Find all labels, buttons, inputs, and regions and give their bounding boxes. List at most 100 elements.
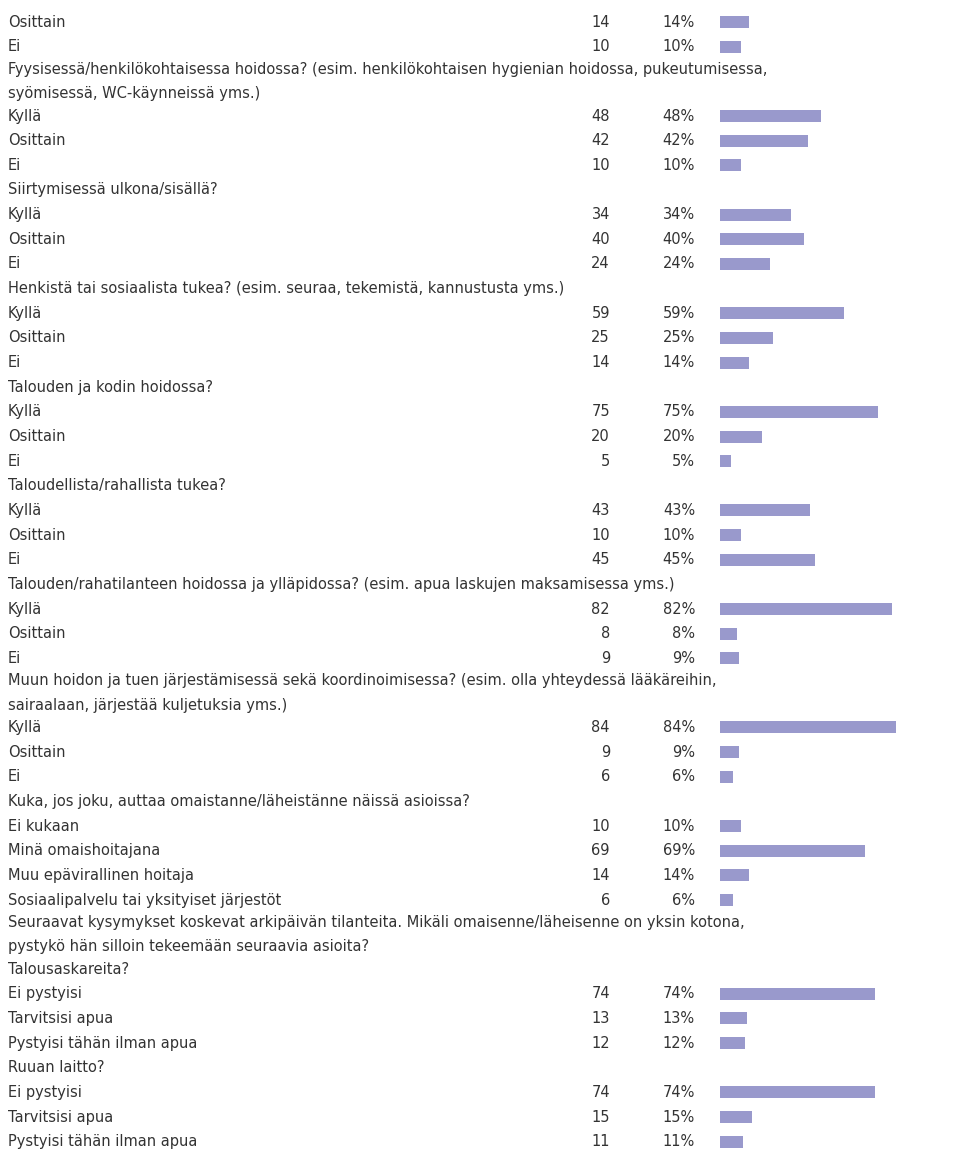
Bar [720, 307, 844, 319]
Text: Osittain: Osittain [8, 745, 65, 760]
Text: Kyllä: Kyllä [8, 404, 42, 419]
Text: 14%: 14% [662, 868, 695, 883]
Text: 6%: 6% [672, 769, 695, 785]
Text: Ei: Ei [8, 355, 21, 370]
Bar [720, 627, 737, 640]
Text: 9%: 9% [672, 745, 695, 760]
Text: Kyllä: Kyllä [8, 602, 42, 617]
Text: 11%: 11% [662, 1134, 695, 1149]
Text: 9: 9 [601, 745, 610, 760]
Text: Ei: Ei [8, 40, 21, 55]
Text: 20: 20 [591, 430, 610, 443]
Text: 15: 15 [591, 1109, 610, 1124]
Text: 9: 9 [601, 651, 610, 666]
Text: 10: 10 [591, 527, 610, 542]
Text: Ei: Ei [8, 651, 21, 666]
Text: 42%: 42% [662, 133, 695, 148]
Text: 10: 10 [591, 818, 610, 833]
Text: 45%: 45% [662, 552, 695, 567]
Text: 9%: 9% [672, 651, 695, 666]
Text: Osittain: Osittain [8, 331, 65, 346]
Text: 40%: 40% [662, 232, 695, 247]
Text: 25: 25 [591, 331, 610, 346]
Text: 15%: 15% [662, 1109, 695, 1124]
Text: 14%: 14% [662, 355, 695, 370]
Bar [720, 16, 750, 28]
Text: Kyllä: Kyllä [8, 721, 42, 734]
Bar [720, 894, 732, 906]
Text: Talouden ja kodin hoidossa?: Talouden ja kodin hoidossa? [8, 379, 213, 395]
Bar [720, 870, 750, 881]
Text: Osittain: Osittain [8, 232, 65, 247]
Text: Henkistä tai sosiaalista tukea? (esim. seuraa, tekemistä, kannustusta yms.): Henkistä tai sosiaalista tukea? (esim. s… [8, 281, 564, 296]
Bar [720, 455, 731, 467]
Bar [720, 332, 773, 343]
Text: sairaalaan, järjestää kuljetuksia yms.): sairaalaan, järjestää kuljetuksia yms.) [8, 698, 287, 712]
Text: Taloudellista/rahallista tukea?: Taloudellista/rahallista tukea? [8, 478, 226, 494]
Bar [720, 821, 741, 832]
Text: Tarvitsisi apua: Tarvitsisi apua [8, 1010, 113, 1025]
Text: Ei kukaan: Ei kukaan [8, 818, 79, 833]
Bar [720, 406, 877, 418]
Text: 45: 45 [591, 552, 610, 567]
Text: 11: 11 [591, 1134, 610, 1149]
Bar [720, 1136, 743, 1148]
Text: Talousaskareita?: Talousaskareita? [8, 961, 130, 977]
Bar [720, 258, 770, 270]
Text: 40: 40 [591, 232, 610, 247]
Text: Ei pystyisi: Ei pystyisi [8, 1085, 82, 1100]
Bar [720, 1013, 747, 1024]
Text: 82: 82 [591, 602, 610, 617]
Text: Osittain: Osittain [8, 133, 65, 148]
Text: 84: 84 [591, 721, 610, 734]
Text: 5%: 5% [672, 454, 695, 469]
Text: 12: 12 [591, 1036, 610, 1051]
Text: 14: 14 [591, 868, 610, 883]
Text: 69%: 69% [662, 843, 695, 858]
Text: syömisessä, WC-käynneissä yms.): syömisessä, WC-käynneissä yms.) [8, 86, 260, 101]
Text: 69: 69 [591, 843, 610, 858]
Text: 14: 14 [591, 15, 610, 30]
Text: 48%: 48% [662, 108, 695, 123]
Text: Ruuan laitto?: Ruuan laitto? [8, 1060, 105, 1076]
Text: 59%: 59% [662, 306, 695, 321]
Text: 74: 74 [591, 1085, 610, 1100]
Text: Muu epävirallinen hoitaja: Muu epävirallinen hoitaja [8, 868, 194, 883]
Text: 6: 6 [601, 893, 610, 908]
Text: 25%: 25% [662, 331, 695, 346]
Bar [720, 431, 762, 442]
Text: 12%: 12% [662, 1036, 695, 1051]
Text: Ei: Ei [8, 256, 21, 271]
Text: Minä omaishoitajana: Minä omaishoitajana [8, 843, 160, 858]
Text: 48: 48 [591, 108, 610, 123]
Bar [720, 530, 741, 541]
Bar [720, 111, 821, 122]
Text: 10%: 10% [662, 40, 695, 55]
Text: Ei: Ei [8, 158, 21, 172]
Text: 34: 34 [591, 207, 610, 222]
Text: Ei: Ei [8, 552, 21, 567]
Bar [720, 208, 791, 221]
Text: Kuka, jos joku, auttaa omaistanne/läheistänne näissä asioissa?: Kuka, jos joku, auttaa omaistanne/läheis… [8, 794, 469, 809]
Bar [720, 504, 810, 517]
Text: 10: 10 [591, 158, 610, 172]
Text: Siirtymisessä ulkona/sisällä?: Siirtymisessä ulkona/sisällä? [8, 183, 218, 198]
Text: Osittain: Osittain [8, 626, 65, 641]
Bar [720, 233, 804, 246]
Text: Kyllä: Kyllä [8, 306, 42, 321]
Bar [720, 746, 739, 758]
Text: 75%: 75% [662, 404, 695, 419]
Bar [720, 135, 808, 147]
Text: 14%: 14% [662, 15, 695, 30]
Text: 43: 43 [591, 503, 610, 518]
Text: 24%: 24% [662, 256, 695, 271]
Text: 10%: 10% [662, 158, 695, 172]
Text: 6: 6 [601, 769, 610, 785]
Bar [720, 988, 876, 1000]
Text: 6%: 6% [672, 893, 695, 908]
Text: 75: 75 [591, 404, 610, 419]
Text: 13: 13 [591, 1010, 610, 1025]
Text: 82%: 82% [662, 602, 695, 617]
Text: Osittain: Osittain [8, 527, 65, 542]
Text: 8: 8 [601, 626, 610, 641]
